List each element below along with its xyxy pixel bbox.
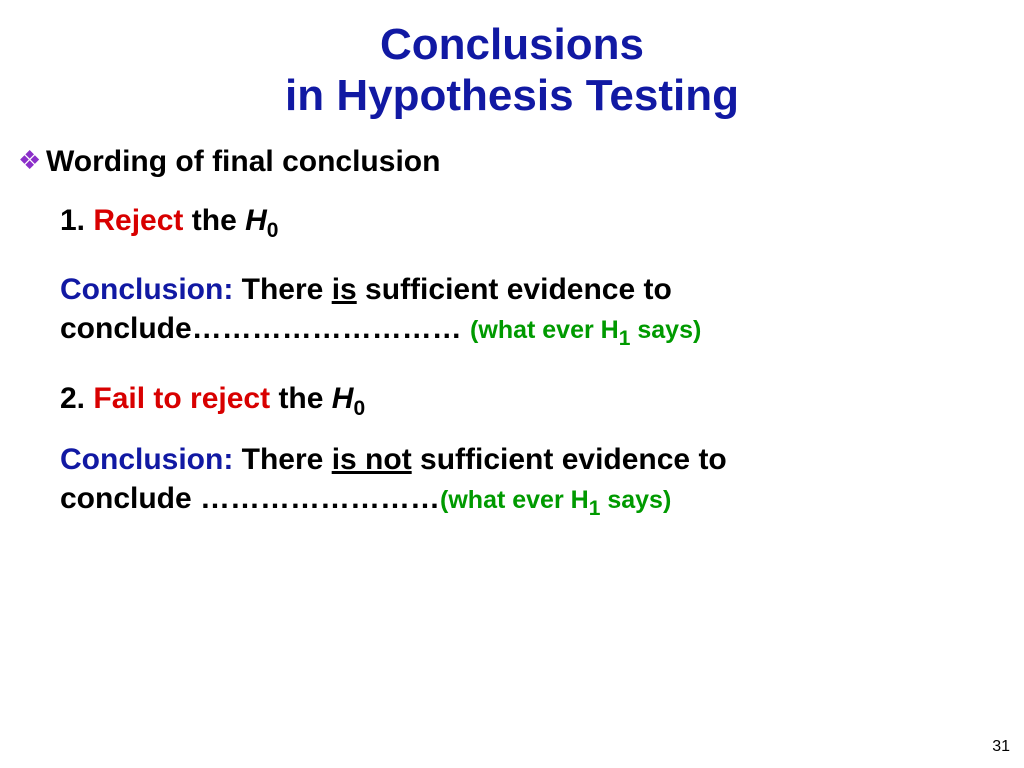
slide-body: 1. Reject the H0 Conclusion: There is su… — [0, 201, 1024, 522]
item-1-H-sub: 0 — [267, 219, 279, 242]
item-2-number: 2. — [60, 382, 85, 415]
item-1-conclude: conclude — [60, 312, 192, 345]
slide-title: Conclusions in Hypothesis Testing — [0, 0, 1024, 121]
page-number: 31 — [992, 738, 1010, 756]
item-2-heading: 2. Fail to reject the H0 — [60, 379, 984, 422]
item-2-reject: Fail to reject — [93, 382, 270, 415]
item-1-H: H — [245, 204, 267, 237]
item-1-there: There — [242, 273, 332, 306]
item-2-the: the — [278, 382, 331, 415]
item-2-paren-a: (what ever H — [440, 486, 589, 514]
item-1-reject: Reject — [93, 204, 183, 237]
item-2-conclusion: Conclusion: There is not sufficient evid… — [60, 440, 984, 522]
item-2-conclude: conclude — [60, 482, 200, 515]
item-2-H-sub: 0 — [353, 397, 365, 420]
item-2-H: H — [332, 382, 354, 415]
item-1-paren-a: (what ever H — [470, 316, 619, 344]
item-1-paren-b: says) — [630, 316, 701, 344]
item-1-dots: ……………………… — [192, 312, 462, 345]
diamond-bullet-icon — [18, 153, 36, 171]
bullet-row: Wording of final conclusion — [0, 145, 1024, 179]
item-1-sufficient: sufficient evidence to — [357, 273, 672, 306]
item-2-isnot: is not — [332, 443, 412, 476]
item-1-is: is — [332, 273, 357, 306]
item-2-there: There — [242, 443, 332, 476]
item-1-the: the — [192, 204, 245, 237]
item-1-paren-sub: 1 — [619, 327, 631, 350]
item-2-paren-sub: 1 — [589, 497, 601, 520]
item-1-conclusion-label: Conclusion: — [60, 273, 242, 306]
item-1-conclusion: Conclusion: There is sufficient evidence… — [60, 270, 984, 352]
slide: Conclusions in Hypothesis Testing Wordin… — [0, 0, 1024, 768]
title-line-2: in Hypothesis Testing — [0, 71, 1024, 122]
item-2-sufficient: sufficient evidence to — [412, 443, 727, 476]
bullet-text: Wording of final conclusion — [46, 145, 440, 179]
item-2-conclusion-label: Conclusion: — [60, 443, 242, 476]
item-2-dots: …………………… — [200, 482, 440, 515]
item-1-number: 1. — [60, 204, 85, 237]
title-line-1: Conclusions — [0, 20, 1024, 71]
item-2-paren-b: says) — [600, 486, 671, 514]
item-1-heading: 1. Reject the H0 — [60, 201, 984, 244]
